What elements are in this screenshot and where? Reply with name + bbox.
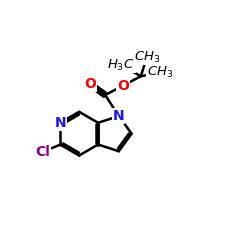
Text: N: N [113, 109, 124, 123]
Text: Cl: Cl [35, 145, 50, 159]
Text: O: O [117, 79, 129, 93]
Text: $H_3C$: $H_3C$ [107, 58, 135, 73]
Text: $CH_3$: $CH_3$ [134, 50, 160, 64]
Text: $CH_3$: $CH_3$ [147, 65, 173, 80]
Text: O: O [84, 77, 96, 91]
Text: N: N [54, 116, 66, 130]
